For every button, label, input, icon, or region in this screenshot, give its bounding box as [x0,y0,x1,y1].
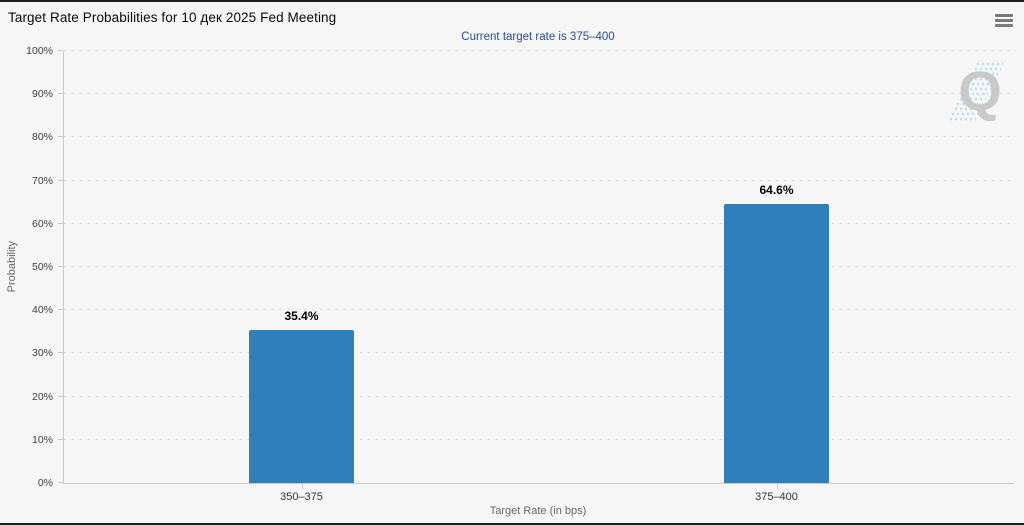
y-tick-label: 80% [31,131,53,144]
watermark-q-letter: Q [958,59,1002,122]
gridline [64,352,1014,354]
gridline [64,93,1014,95]
bar-value-label: 64.6% [759,182,794,197]
y-tick-label: 0% [37,477,53,489]
y-tick-mark [58,482,63,483]
y-tick-mark [58,179,63,181]
probability-bar-0[interactable] [249,330,354,483]
y-tick-label: 70% [31,174,53,187]
watermark-stripes [950,62,1003,121]
y-tick-mark [58,136,63,138]
y-tick-mark [58,352,63,354]
x-tick-mark [776,484,778,489]
hamburger-icon [995,19,1013,22]
gridline [64,395,1014,397]
y-tick-mark [58,266,63,267]
y-tick-label: 100% [26,45,53,57]
chart-subtitle: Current target rate is 375–400 [461,31,615,43]
plot-area: 35.4% 64.6% Q 350–375 375–400 [58,50,1014,503]
hamburger-icon [995,14,1013,17]
gridline [64,50,1014,51]
y-tick-label: 20% [31,390,53,403]
gridline [64,309,1014,311]
x-tick-label: 350–375 [280,491,323,503]
chart-context-menu-button[interactable] [995,13,1015,28]
y-tick-mark [58,93,63,95]
y-axis-labels: 0% 10% 20% 30% 40% 50% 60% 70% 80% 90% 100% [0,45,57,489]
gridline [64,266,1014,267]
gridline [64,179,1014,181]
y-tick-label: 40% [31,304,53,317]
y-tick-label: 60% [31,217,53,230]
gridline [64,222,1014,224]
chart-title: Target Rate Probabilities for 10 дек 202… [8,10,337,25]
y-tick-mark [58,50,63,51]
y-tick-label: 90% [31,88,53,101]
x-tick-mark [301,484,303,489]
y-tick-label: 50% [31,261,53,273]
probability-bar-1[interactable] [724,203,829,483]
bar-value-label: 35.4% [284,309,319,324]
hamburger-icon [995,24,1013,27]
y-tick-mark [58,438,63,440]
y-tick-mark [58,222,63,224]
gridline [64,438,1014,440]
x-axis-title: Target Rate (in bps) [489,505,587,517]
x-tick-label: 375–400 [755,491,798,503]
y-tick-mark [58,395,63,397]
y-tick-label: 30% [31,347,53,360]
y-tick-mark [58,309,63,311]
gridline [64,136,1014,138]
y-tick-label: 10% [31,433,53,446]
q-logo-watermark-icon: Q [950,59,1003,122]
